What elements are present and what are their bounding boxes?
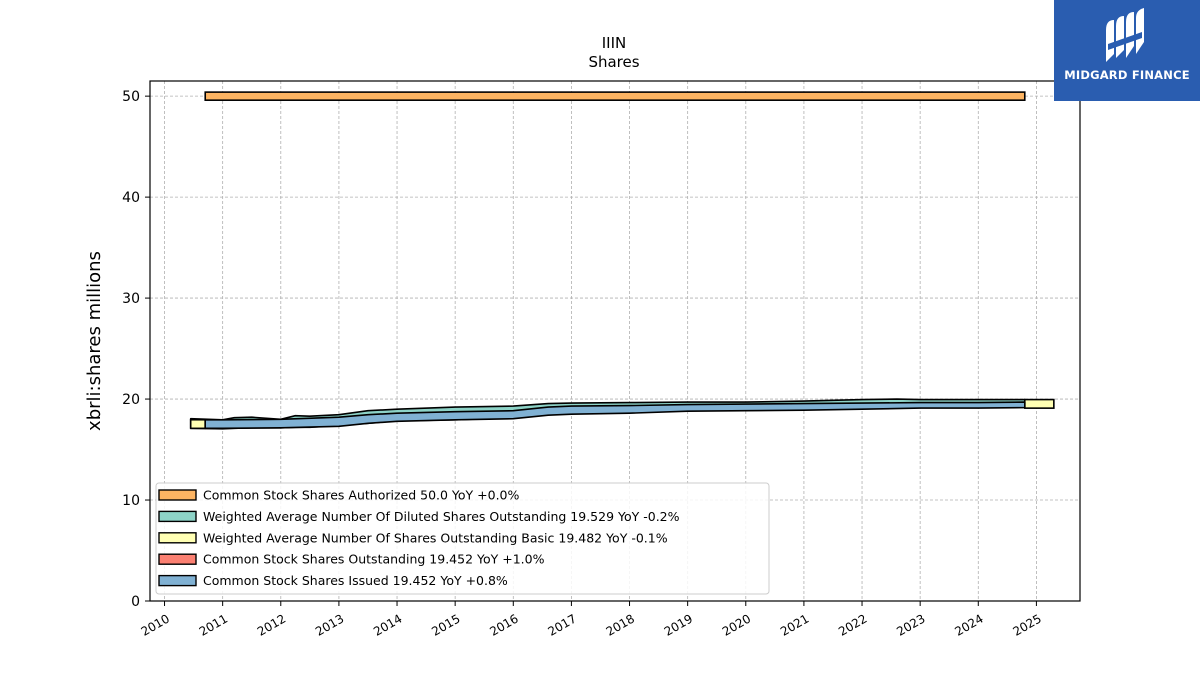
x-tick-label: 2019 xyxy=(662,611,695,638)
x-tick-label: 2014 xyxy=(371,611,404,638)
plot-area xyxy=(189,91,1055,430)
midgard-logo-icon xyxy=(1106,8,1144,62)
x-tick-label: 2022 xyxy=(836,611,869,638)
common-stock-shares-issued-area xyxy=(204,401,1026,430)
x-tick-label: 2016 xyxy=(487,611,520,638)
y-tick-label: 40 xyxy=(122,190,140,206)
weighted-average-number-of-shares-outstanding-basic-segment xyxy=(1023,398,1055,409)
y-tick-label: 20 xyxy=(122,392,140,408)
chart-subtitle: Shares xyxy=(588,53,639,71)
legend-swatch xyxy=(158,553,197,565)
x-tick-label: 2021 xyxy=(778,611,811,638)
legend-label: Common Stock Shares Authorized 50.0 YoY … xyxy=(203,488,520,503)
legend-label: Common Stock Shares Outstanding 19.452 Y… xyxy=(203,552,545,567)
common-stock-shares-authorized-bar xyxy=(204,91,1026,101)
x-tick-label: 2025 xyxy=(1010,611,1043,638)
y-tick-label: 50 xyxy=(122,89,140,105)
x-tick-label: 2012 xyxy=(255,611,288,638)
legend-label: Weighted Average Number Of Diluted Share… xyxy=(203,509,680,524)
x-tick-label: 2024 xyxy=(952,611,985,638)
x-tick-label: 2017 xyxy=(545,611,578,638)
legend-label: Common Stock Shares Issued 19.452 YoY +0… xyxy=(203,573,508,588)
legend-swatch xyxy=(158,532,197,544)
legend: Common Stock Shares Authorized 50.0 YoY … xyxy=(155,482,770,595)
x-tick-label: 2010 xyxy=(139,611,172,638)
brand-name: MIDGARD FINANCE xyxy=(1064,68,1190,82)
x-tick-label: 2011 xyxy=(197,611,230,638)
legend-frame xyxy=(155,482,770,595)
chart-title: IIIN xyxy=(602,34,627,52)
x-tick-label: 2020 xyxy=(720,611,753,638)
y-axis-label: xbrli:shares millions xyxy=(84,251,105,431)
x-tick-label: 2018 xyxy=(604,611,637,638)
legend-swatch xyxy=(158,510,197,523)
legend-label: Weighted Average Number Of Shares Outsta… xyxy=(203,530,668,545)
midgard-finance-logo: MIDGARD FINANCE xyxy=(1054,0,1200,101)
legend-swatch xyxy=(158,574,197,587)
weighted-average-number-of-shares-outstanding-basic-segment xyxy=(189,418,207,430)
legend-swatch xyxy=(158,489,197,501)
y-tick-label: 0 xyxy=(131,594,140,610)
x-tick-label: 2015 xyxy=(429,611,462,638)
plot-frame xyxy=(149,80,1081,602)
y-tick-label: 10 xyxy=(122,493,140,509)
y-tick-label: 30 xyxy=(122,291,140,307)
x-tick-label: 2023 xyxy=(894,611,927,638)
x-tick-label: 2013 xyxy=(313,611,346,638)
